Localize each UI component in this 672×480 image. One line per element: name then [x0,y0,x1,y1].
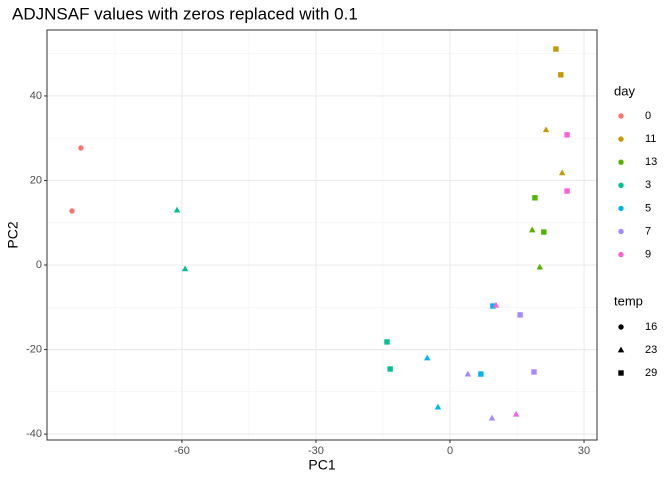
point [492,301,500,308]
point [558,72,564,78]
legend-key [618,251,624,258]
x-tick-label: -60 [174,445,190,457]
legend-label: 9 [645,249,651,261]
point [173,206,181,213]
legend-key [617,346,625,353]
y-tick-label: -20 [26,343,42,355]
legend-key [618,228,624,235]
point [488,414,496,421]
point [564,132,570,138]
point [564,188,570,194]
y-axis-label: PC2 [5,221,21,248]
point [558,169,566,176]
point [78,145,84,151]
point [541,229,547,235]
legend-key [618,370,624,376]
legend-label: 3 [645,179,651,191]
point [512,410,520,417]
y-tick-label: 0 [36,259,42,271]
point [434,403,442,410]
y-tick-label: 20 [30,174,42,186]
y-tick-label: -40 [26,428,42,440]
legend-label: 0 [645,110,651,122]
x-tick-label: 30 [578,445,590,457]
legend-key [618,205,624,212]
plot-panel [47,30,597,440]
plot-border [46,29,598,441]
point [69,208,75,214]
point [384,339,390,345]
legend-key [618,324,624,330]
x-axis-label: PC1 [308,457,335,473]
point [387,366,393,372]
legend-label: 29 [645,367,657,379]
legend-label: 23 [645,344,657,356]
legend-title: day [614,83,635,98]
legend-label: 13 [645,156,657,168]
point [517,312,523,318]
point [553,46,559,52]
legend-label: 11 [645,133,656,145]
legend-title: temp [614,293,643,308]
legend-key [618,113,624,119]
legend-label: 7 [645,225,651,237]
legend-label: 16 [645,321,657,333]
point [464,370,472,377]
y-tick-label: 40 [30,90,42,102]
point [181,265,189,272]
point [528,226,536,233]
point [531,369,537,375]
legend-key [618,159,624,165]
point [542,126,550,133]
point [536,263,544,270]
legend-label: 5 [645,202,651,214]
point [423,354,431,361]
point [478,371,484,377]
x-tick-label: -30 [308,445,324,457]
chart-title: ADJNSAF values with zeros replaced with … [12,4,358,23]
point [532,195,538,201]
legend-key [618,136,624,142]
point [490,303,496,309]
legend-key [618,182,624,188]
x-tick-label: 0 [447,445,453,457]
